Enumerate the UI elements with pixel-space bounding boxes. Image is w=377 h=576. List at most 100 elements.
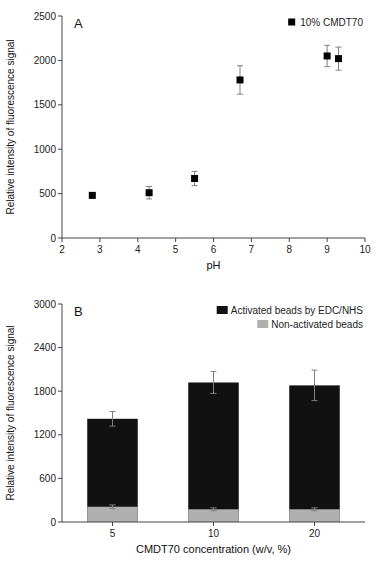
error-bar: [89, 193, 95, 198]
error-cap: [335, 70, 341, 71]
error-bar: [211, 508, 217, 511]
error-cap: [211, 393, 217, 394]
figure: 050010001500200025002345678910pHRelative…: [0, 0, 377, 576]
x-axis-label: pH: [206, 259, 220, 271]
y-tick-label: 0: [50, 517, 56, 528]
error-cap: [146, 186, 152, 187]
y-tick-label: 500: [39, 188, 56, 199]
x-tick-label: 7: [249, 244, 255, 255]
error-stem: [213, 372, 214, 394]
y-tick: [58, 16, 62, 17]
point: [324, 52, 331, 59]
error-bar: [312, 508, 318, 511]
y-tick-label: 1000: [34, 144, 57, 155]
x-tick: [62, 238, 63, 242]
error-bar: [324, 45, 330, 66]
panel-label: A: [74, 16, 83, 31]
x-tick: [314, 522, 315, 526]
error-cap: [110, 426, 116, 427]
error-cap: [211, 371, 217, 372]
x-tick: [213, 522, 214, 526]
x-tick: [365, 238, 366, 242]
error-cap: [312, 507, 318, 508]
y-tick-label: 1500: [34, 99, 57, 110]
point: [146, 189, 153, 196]
error-cap: [324, 66, 330, 67]
y-tick: [58, 104, 62, 105]
panel: 0600120018002400300051020CMDT70 concentr…: [5, 299, 365, 556]
x-tick-label: 5: [110, 528, 116, 539]
y-tick: [58, 238, 62, 239]
bar: [289, 509, 340, 522]
bar: [87, 507, 138, 522]
x-tick-label: 10: [359, 244, 371, 255]
legend-label: Non-activated beads: [271, 319, 363, 330]
error-cap: [110, 411, 116, 412]
legend-label: Activated beads by EDC/NHS: [231, 305, 364, 316]
error-cap: [335, 47, 341, 48]
error-bar: [110, 505, 116, 509]
y-tick: [58, 347, 62, 348]
error-cap: [324, 45, 330, 46]
x-tick: [175, 238, 176, 242]
marks: [89, 45, 342, 199]
bar: [188, 509, 239, 522]
y-tick: [58, 193, 62, 194]
point: [89, 192, 96, 199]
point: [335, 55, 342, 62]
point: [237, 76, 244, 83]
y-tick-label: 0: [50, 233, 56, 244]
y-tick: [58, 149, 62, 150]
y-tick: [58, 434, 62, 435]
x-tick-label: 20: [309, 528, 321, 539]
x-tick-label: 8: [286, 244, 292, 255]
legend-swatch: [257, 320, 268, 328]
legend: 10% CMDT70: [288, 17, 363, 28]
panel-label: B: [74, 304, 83, 319]
panel: 050010001500200025002345678910pHRelative…: [5, 11, 371, 272]
error-bar: [312, 370, 318, 401]
point: [191, 175, 198, 182]
error-cap: [192, 185, 198, 186]
x-tick: [137, 238, 138, 242]
error-cap: [192, 171, 198, 172]
y-tick: [58, 60, 62, 61]
legend: Activated beads by EDC/NHS Non-activated …: [217, 305, 364, 330]
error-bar: [192, 171, 198, 185]
error-cap: [110, 508, 116, 509]
bar: [87, 419, 138, 522]
y-tick: [58, 522, 62, 523]
x-tick: [213, 238, 214, 242]
y-tick: [58, 304, 62, 305]
x-tick-label: 3: [97, 244, 103, 255]
error-stem: [112, 505, 113, 509]
x-tick: [99, 238, 100, 242]
legend-swatch: [288, 19, 295, 26]
y-axis-line: [62, 16, 63, 238]
legend-swatch: [217, 306, 228, 314]
y-tick-label: 1200: [34, 429, 57, 440]
y-axis-line: [62, 304, 63, 522]
x-tick-label: 5: [173, 244, 179, 255]
y-tick-label: 3000: [34, 299, 57, 310]
error-cap: [110, 504, 116, 505]
error-cap: [237, 94, 243, 95]
error-cap: [312, 370, 318, 371]
error-bar: [110, 412, 116, 427]
error-cap: [312, 510, 318, 511]
error-bar: [211, 372, 217, 394]
error-stem: [112, 412, 113, 427]
error-cap: [146, 198, 152, 199]
error-cap: [237, 65, 243, 66]
y-tick: [58, 478, 62, 479]
x-tick-label: 2: [59, 244, 65, 255]
y-axis-label: Relative intensity of fluorescence signa…: [5, 325, 16, 500]
y-tick: [58, 391, 62, 392]
background: [0, 0, 377, 576]
y-tick-label: 2000: [34, 55, 57, 66]
x-tick-label: 9: [324, 244, 330, 255]
y-tick-label: 1800: [34, 386, 57, 397]
marks: [87, 370, 340, 522]
y-axis-label: Relative intensity of fluorescence signa…: [5, 39, 16, 214]
y-tick-label: 2500: [34, 11, 57, 22]
